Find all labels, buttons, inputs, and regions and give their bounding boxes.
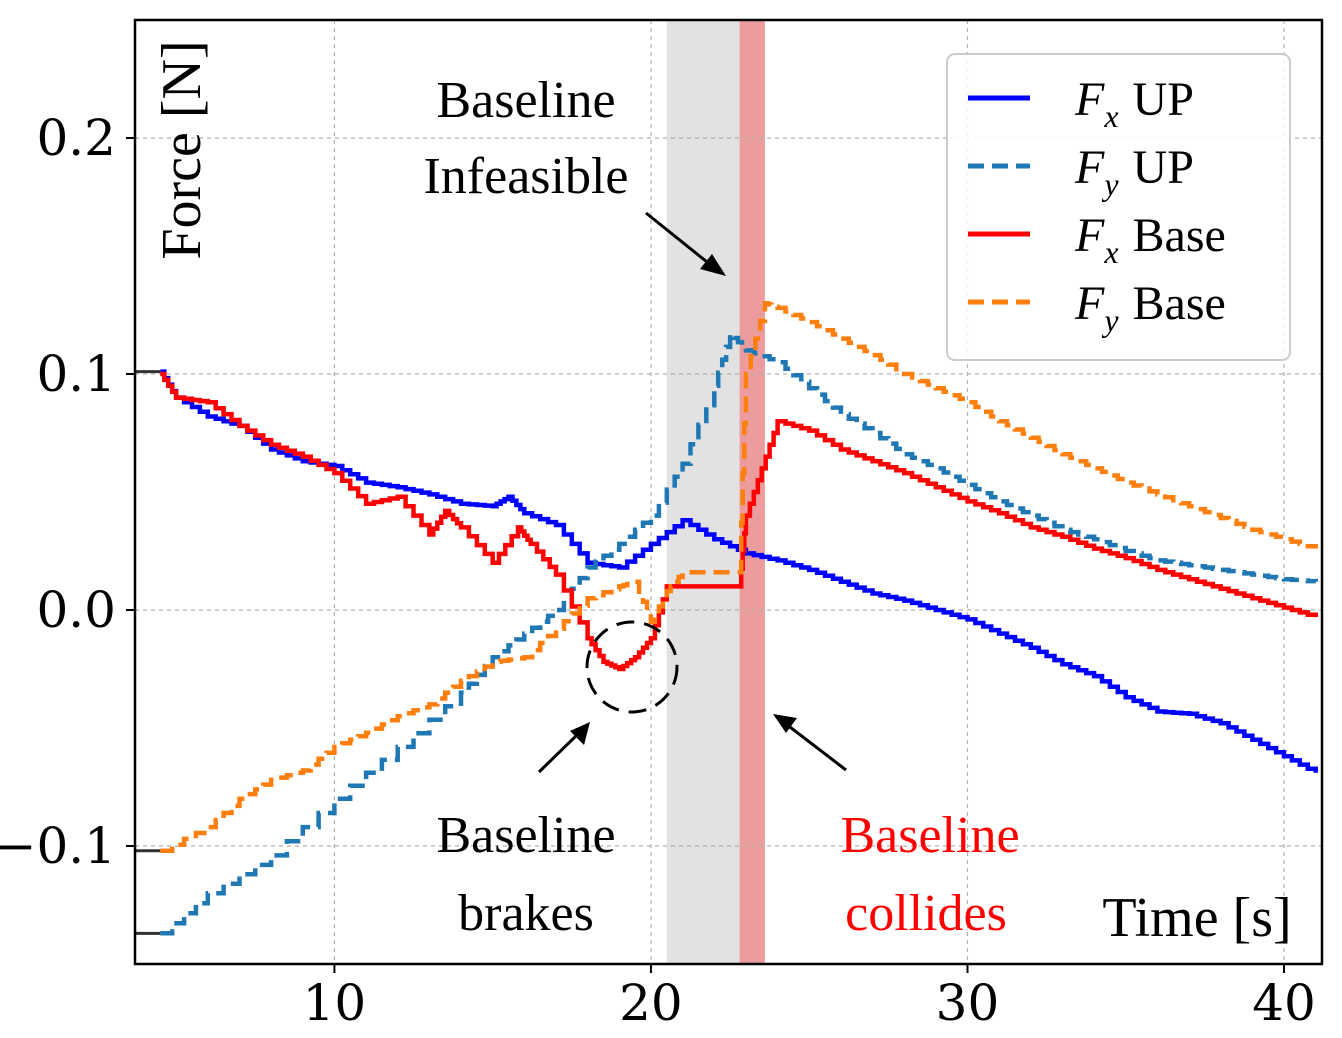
annotation-infeasible-line2: Infeasible	[423, 148, 628, 205]
annotation-brakes-circle	[585, 620, 679, 714]
series-lines	[135, 300, 1318, 936]
shaded-regions	[666, 20, 765, 964]
series-fx-base	[160, 371, 1318, 672]
legend: Fx UP Fy UP Fx Base Fy Base	[946, 53, 1291, 361]
annotation-collides-line1: Baseline	[840, 807, 1019, 864]
legend-label-0: Fx UP	[1074, 73, 1194, 134]
y-tick-label-3: −0.1	[0, 817, 116, 875]
legend-items: Fx UP Fy UP Fx Base Fy Base	[968, 73, 1226, 338]
y-tick-label-0: 0.2	[36, 109, 116, 167]
x-axis-label: Time [s]	[1102, 887, 1291, 949]
grid	[135, 20, 1322, 964]
legend-label-1: Fy UP	[1074, 141, 1194, 202]
annotation-infeasible: Baseline Infeasible	[423, 72, 726, 276]
series-fy-up	[160, 331, 1318, 936]
annotation-brakes-arrowhead	[570, 722, 590, 745]
y-axis-label: Force [N]	[151, 40, 213, 259]
annotation-collides-arrowhead	[773, 714, 797, 733]
x-tick-label-20: 20	[619, 974, 683, 1032]
annotation-brakes: Baseline brakes	[436, 620, 679, 942]
x-tick-label-30: 30	[936, 974, 1000, 1032]
annotation-collides: Baseline collides	[773, 714, 1020, 942]
series-fx-up	[160, 369, 1318, 773]
plot-frame	[133, 18, 1324, 966]
legend-box	[946, 53, 1291, 361]
y-tick-label-1: 0.1	[36, 345, 116, 403]
x-tick-label-10: 10	[303, 974, 367, 1032]
axis-ticks: 10 20 30 40 0.2 0.1 0.0 −0.1	[0, 109, 1316, 1032]
annotation-brakes-line2: brakes	[458, 885, 594, 942]
x-tick-label-40: 40	[1252, 974, 1316, 1032]
annotation-collides-arrow	[785, 722, 847, 772]
annotation-infeasible-arrow	[645, 211, 713, 268]
shaded-region-infeasible	[666, 20, 740, 964]
series-fy-base	[160, 300, 1318, 853]
annotation-infeasible-arrowhead	[700, 254, 726, 276]
annotation-brakes-arrow	[537, 730, 582, 774]
legend-label-3: Fy Base	[1074, 277, 1226, 338]
annotation-brakes-line1: Baseline	[436, 807, 615, 864]
annotation-infeasible-line1: Baseline	[436, 72, 615, 129]
y-tick-label-2: 0.0	[36, 581, 116, 639]
legend-label-2: Fx Base	[1074, 209, 1226, 270]
annotation-collides-line2: collides	[845, 885, 1007, 942]
